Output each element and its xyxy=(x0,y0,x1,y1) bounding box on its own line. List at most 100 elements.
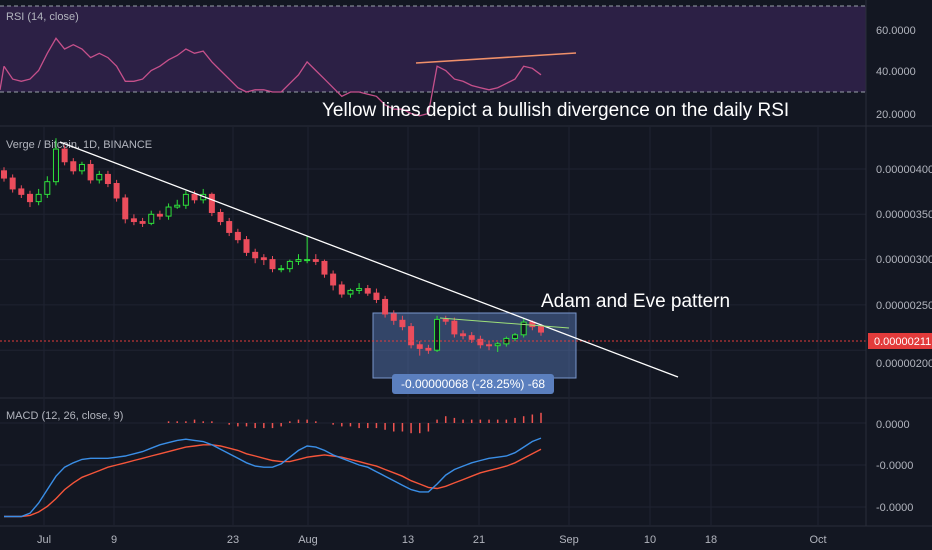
candle-down xyxy=(234,231,241,241)
candle-down xyxy=(451,320,458,335)
candle-up xyxy=(174,204,181,208)
time-label-jul: Jul xyxy=(37,534,51,546)
candle-down xyxy=(399,319,406,328)
time-label-9: 9 xyxy=(111,534,117,546)
candle-down xyxy=(61,148,68,163)
candle-down xyxy=(312,259,319,262)
macd-series xyxy=(4,412,542,518)
candle-up xyxy=(78,163,85,172)
time-label-aug: Aug xyxy=(298,534,318,546)
macd-grid xyxy=(0,399,866,525)
candle-down xyxy=(269,259,276,270)
candle-down xyxy=(425,347,432,351)
candle-down xyxy=(486,344,493,347)
time-label-23: 23 xyxy=(227,534,239,546)
candle-down xyxy=(226,221,233,233)
candle-down xyxy=(364,288,371,294)
time-label-oct: Oct xyxy=(809,534,826,546)
candle-down xyxy=(208,193,215,213)
candle-down xyxy=(130,218,137,223)
candles xyxy=(1,138,544,356)
time-axis: Jul 9 23 Aug 13 21 Sep 10 18 Oct xyxy=(37,534,827,546)
time-label-10: 10 xyxy=(644,534,656,546)
macd-tick-2: -0.0000 xyxy=(876,502,913,514)
candle-down xyxy=(382,298,389,315)
measure-box[interactable] xyxy=(372,312,577,379)
candle-down xyxy=(252,251,259,259)
candle-up xyxy=(512,334,519,339)
candle-down xyxy=(330,273,337,286)
candle-up xyxy=(356,288,363,291)
price-pane: Verge / Bitcoin, 1D, BINANCE 0.00000400 … xyxy=(0,127,932,397)
last-price-badge xyxy=(868,333,932,349)
rsi-tick-20: 20.0000 xyxy=(876,109,916,121)
candle-down xyxy=(113,182,120,199)
rsi-tick-60: 60.0000 xyxy=(876,25,916,37)
rsi-line xyxy=(3,37,542,117)
candle-down xyxy=(538,326,544,333)
candle-down xyxy=(9,177,16,190)
candle-down xyxy=(373,292,380,300)
candle-down xyxy=(416,344,423,349)
candle-up xyxy=(304,259,311,262)
candle-down xyxy=(122,197,129,220)
candle-down xyxy=(338,284,345,295)
candle-down xyxy=(321,260,328,275)
price-tick-350: 0.00000350 xyxy=(876,209,932,221)
candle-down xyxy=(191,193,198,201)
last-price-label: 0.00000211 xyxy=(874,336,931,348)
candle-down xyxy=(139,221,146,224)
rsi-series xyxy=(0,37,542,117)
candle-up xyxy=(494,343,501,347)
candle-up xyxy=(286,260,293,270)
price-tick-300: 0.00000300 xyxy=(876,254,932,266)
candle-up xyxy=(347,289,354,295)
price-tick-250: 0.00000250 xyxy=(876,300,932,312)
macd-tick-0: 0.0000 xyxy=(876,419,910,431)
candle-up xyxy=(295,259,302,262)
price-title: Verge / Bitcoin, 1D, BINANCE xyxy=(6,139,152,151)
rsi-divergence-line xyxy=(415,52,577,64)
candle-up xyxy=(148,213,155,224)
rsi-line-tail xyxy=(0,66,5,90)
price-grid xyxy=(0,127,866,397)
rsi-annotation: Yellow lines depict a bullish divergence… xyxy=(322,100,789,121)
candle-up xyxy=(278,268,285,271)
candle-up xyxy=(96,173,103,181)
macd-title: MACD (12, 26, close, 9) xyxy=(6,410,123,422)
time-label-21: 21 xyxy=(473,534,485,546)
measure-badge xyxy=(392,374,554,394)
candle-down xyxy=(460,333,467,337)
pattern-annotation: Adam and Eve pattern xyxy=(541,291,730,312)
candle-down xyxy=(217,211,224,223)
rsi-pane: RSI (14, close) 60.0000 40.0000 20.0000 … xyxy=(0,5,916,121)
candle-down xyxy=(18,188,25,195)
candle-down xyxy=(26,193,33,203)
candle-up xyxy=(520,321,527,336)
candle-down xyxy=(87,163,94,181)
candle-down xyxy=(442,318,449,322)
candle-up xyxy=(35,193,42,203)
candle-down xyxy=(390,313,397,321)
candle-down xyxy=(156,213,163,217)
measure-label: -0.00000068 (-28.25%) -68 xyxy=(401,377,545,391)
pattern-neckline xyxy=(439,317,570,329)
time-label-13: 13 xyxy=(402,534,414,546)
candle-up xyxy=(52,148,59,183)
candle-down xyxy=(1,170,7,179)
candle-up xyxy=(182,193,189,206)
time-label-sep: Sep xyxy=(559,534,579,546)
candle-down xyxy=(408,326,415,346)
macd-tick-1: -0.0000 xyxy=(876,460,913,472)
candle-down xyxy=(477,338,484,346)
macd-line xyxy=(4,437,542,518)
price-tick-200: 0.00000200 xyxy=(876,358,932,370)
rsi-title: RSI (14, close) xyxy=(6,11,79,23)
candle-up xyxy=(165,206,172,217)
macd-pane: MACD (12, 26, close, 9) 0.0000 -0.0000 -… xyxy=(0,399,913,525)
candle-up xyxy=(434,318,441,351)
candle-up xyxy=(44,181,51,195)
macd-signal-line xyxy=(4,444,542,518)
candle-down xyxy=(104,173,111,184)
